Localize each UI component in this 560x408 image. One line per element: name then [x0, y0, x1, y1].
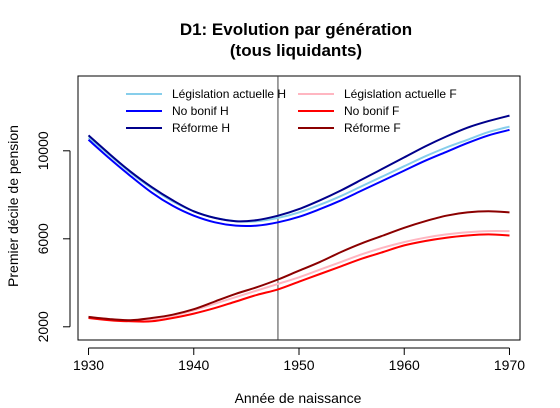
series-line-3 — [87, 114, 510, 223]
x-tick-label: 1970 — [494, 357, 525, 373]
series-line-2 — [87, 128, 510, 227]
series-lines — [87, 114, 510, 323]
y-axis-label: Premier décile de pension — [5, 125, 21, 287]
chart-title-line1: D1: Evolution par génération — [180, 20, 412, 39]
plot-area: 1930 1940 1950 1960 1970 2000 6000 10000 Légis… — [35, 75, 525, 373]
y-tick-label: 10000 — [35, 131, 51, 170]
legend: Législation actuelle H No bonif H Réforme … — [126, 87, 457, 135]
x-tick-label: 1960 — [389, 357, 420, 373]
x-axis: 1930 1940 1950 1960 1970 — [73, 347, 525, 373]
y-tick-label: 6000 — [35, 223, 51, 254]
y-axis: 2000 6000 10000 — [35, 131, 71, 342]
legend-label: Réforme F — [344, 121, 401, 135]
x-tick-label: 1950 — [283, 357, 314, 373]
series-line-6 — [88, 210, 510, 322]
x-tick-label: 1930 — [73, 357, 104, 373]
y-tick-label: 2000 — [35, 311, 51, 342]
legend-label: No bonif H — [172, 104, 229, 118]
legend-label: Législation actuelle F — [344, 87, 457, 101]
legend-label: Législation actuelle H — [172, 87, 286, 101]
series-line-4 — [88, 230, 510, 322]
plot-frame — [77, 75, 521, 341]
legend-label: Réforme H — [172, 121, 230, 135]
chart-title-line2: (tous liquidants) — [230, 41, 362, 60]
x-tick-label: 1940 — [178, 357, 209, 373]
legend-label: No bonif F — [344, 104, 399, 118]
x-axis-label: Année de naissance — [235, 390, 362, 406]
series-line-1 — [87, 125, 510, 223]
series-line-5 — [88, 233, 510, 323]
